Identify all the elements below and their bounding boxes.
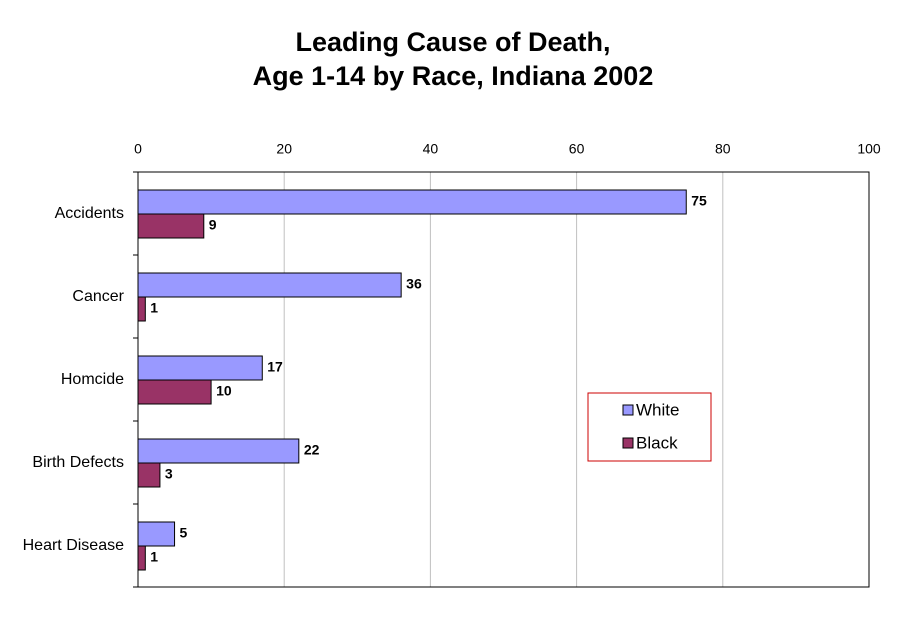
x-tick-label: 80 bbox=[715, 141, 731, 157]
value-label: 9 bbox=[209, 217, 217, 233]
value-label: 22 bbox=[304, 442, 320, 458]
value-label: 3 bbox=[165, 466, 173, 482]
bar bbox=[137, 521, 176, 547]
legend-label: White bbox=[636, 400, 679, 419]
value-label: 1 bbox=[150, 300, 158, 316]
bar bbox=[137, 462, 161, 488]
value-label: 1 bbox=[150, 549, 158, 565]
value-label: 10 bbox=[216, 383, 232, 399]
y-tick-label: Cancer bbox=[72, 288, 124, 305]
legend-swatch bbox=[622, 437, 634, 449]
chart-title: Age 1-14 by Race, Indiana 2002 bbox=[253, 61, 654, 91]
x-tick-label: 20 bbox=[276, 141, 292, 157]
bar bbox=[137, 272, 402, 298]
chart-title: Leading Cause of Death, bbox=[295, 27, 610, 57]
value-label: 17 bbox=[267, 359, 283, 375]
y-tick-label: Accidents bbox=[55, 205, 124, 222]
y-tick-label: Homcide bbox=[61, 371, 124, 388]
legend-label: Black bbox=[636, 433, 678, 452]
value-label: 36 bbox=[406, 276, 422, 292]
value-label: 5 bbox=[180, 525, 188, 541]
value-label: 75 bbox=[691, 193, 707, 209]
bar bbox=[137, 213, 205, 239]
bar bbox=[137, 355, 263, 381]
bar bbox=[137, 379, 212, 405]
bar bbox=[137, 296, 146, 322]
bar bbox=[137, 545, 146, 571]
y-tick-label: Heart Disease bbox=[23, 537, 124, 554]
bar bbox=[137, 438, 300, 464]
x-tick-label: 40 bbox=[423, 141, 439, 157]
x-tick-label: 0 bbox=[134, 141, 142, 157]
x-tick-label: 100 bbox=[857, 141, 881, 157]
bar bbox=[137, 189, 687, 215]
x-tick-label: 60 bbox=[569, 141, 585, 157]
y-tick-label: Birth Defects bbox=[32, 454, 124, 471]
legend-swatch bbox=[622, 404, 634, 416]
legend-box bbox=[587, 392, 712, 462]
